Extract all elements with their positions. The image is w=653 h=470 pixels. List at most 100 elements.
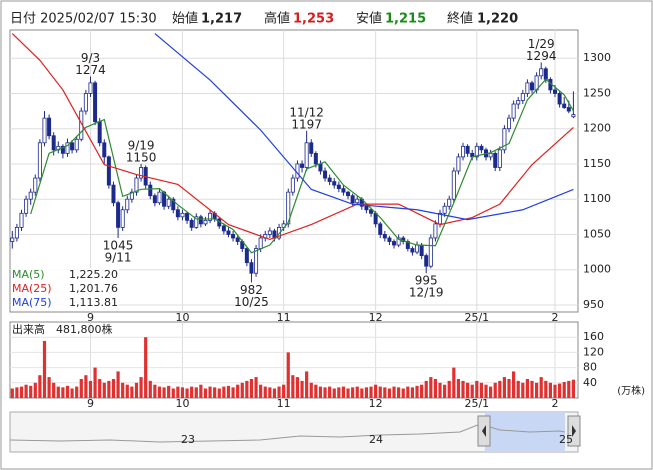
candle-body — [134, 177, 139, 193]
volume-bar — [360, 388, 364, 398]
volume-bar — [544, 380, 548, 398]
volume-bar — [162, 387, 166, 398]
x-tick-label: 11 — [277, 397, 291, 410]
candle-body — [497, 149, 502, 168]
volume-bar — [263, 386, 267, 398]
annotation-value: 1274 — [75, 63, 106, 77]
annotation-date: 9/19 — [128, 138, 155, 152]
volume-bar — [240, 382, 244, 398]
candle-body — [189, 219, 194, 228]
y-tick-label: 1300 — [583, 51, 611, 64]
annotation-value: 982 — [240, 283, 263, 297]
volume-bar — [19, 386, 24, 398]
navigator-line — [9, 423, 566, 443]
volume-bar — [180, 387, 185, 398]
volume-bar — [84, 375, 88, 398]
volume-title: 出来高 — [12, 322, 45, 336]
annotation-date: 11/12 — [289, 105, 324, 119]
candle-body — [47, 117, 52, 137]
candle-body — [139, 167, 144, 179]
candle-body — [525, 82, 530, 94]
volume-bar — [102, 382, 106, 398]
candle-body — [83, 93, 88, 112]
arrow — [572, 425, 576, 437]
candle-body — [415, 244, 420, 253]
volume-bar — [355, 386, 359, 398]
volume-bar — [286, 352, 290, 398]
candle-body — [539, 68, 544, 77]
volume-bar — [318, 386, 323, 398]
y-tick-label: 160 — [583, 330, 604, 343]
volume-bar — [79, 379, 83, 398]
volume-bar — [447, 380, 451, 398]
candle-body — [382, 234, 387, 239]
volume-bar — [144, 337, 148, 398]
candle-body — [267, 230, 272, 235]
candle-body — [566, 107, 571, 112]
candle-body — [166, 198, 171, 207]
candle-body — [157, 191, 162, 204]
volume-bar — [507, 379, 511, 398]
volume-bar — [171, 388, 175, 398]
volume-bar — [176, 386, 180, 398]
candle-body — [507, 117, 512, 130]
volume-bar — [52, 382, 56, 398]
volume-bar — [420, 384, 424, 398]
volume-bar — [42, 341, 47, 398]
x-tick-label: 25/1 — [464, 311, 489, 324]
volume-bar — [484, 384, 488, 398]
ma-line — [154, 33, 574, 221]
header-low: 1,215 — [385, 12, 426, 27]
volume-bar — [364, 387, 369, 398]
volume-bar — [387, 388, 392, 398]
volume-bar — [374, 384, 378, 398]
candle-body — [51, 135, 56, 151]
candle-body — [180, 212, 185, 218]
candle-body — [428, 237, 433, 267]
volume-bar — [121, 382, 125, 398]
volume-bar — [521, 382, 525, 398]
volume-bar — [65, 385, 70, 398]
header-high: 1,253 — [293, 12, 334, 27]
x-tick-label: 9 — [87, 311, 94, 324]
volume-bar — [415, 385, 419, 398]
candle-body — [332, 181, 337, 186]
volume-bar — [516, 380, 520, 398]
volume-bar — [351, 387, 355, 398]
volume-bar — [47, 377, 51, 398]
candle-body — [313, 152, 318, 165]
volume-bar — [217, 388, 221, 398]
volume-bar — [61, 387, 65, 398]
annotation-date: 10/25 — [234, 295, 269, 309]
volume-bar — [222, 386, 226, 398]
candle-body — [42, 117, 47, 144]
volume-bar — [567, 380, 571, 398]
volume-bar — [199, 384, 203, 398]
x-tick-label: 12 — [369, 311, 383, 324]
candle-body — [309, 142, 314, 154]
candle-body — [405, 241, 410, 249]
volume-bar — [305, 371, 309, 398]
x-tick-label: 11 — [277, 311, 291, 324]
volume-bar — [346, 388, 350, 398]
volume-bar — [130, 386, 134, 398]
annotation-value: 1045 — [103, 238, 134, 252]
candle-body — [175, 209, 180, 218]
candle-body — [451, 170, 456, 200]
candle-body — [70, 142, 75, 151]
x-tick-label: 2 — [552, 397, 559, 410]
volume-bar — [406, 386, 410, 398]
legend-value: 1,225.20 — [69, 268, 118, 281]
volume-bar — [236, 384, 240, 398]
candle-body — [461, 145, 466, 158]
y-tick-label: 1000 — [583, 263, 611, 276]
candle-body — [65, 142, 70, 154]
candle-body — [369, 209, 374, 214]
candle-body — [493, 152, 498, 168]
volume-bar — [466, 382, 470, 398]
candle-body — [129, 191, 134, 200]
volume-bar — [479, 382, 484, 398]
navigator-label: 24 — [369, 433, 383, 446]
candle-body — [171, 198, 176, 211]
candle-body — [520, 93, 525, 101]
